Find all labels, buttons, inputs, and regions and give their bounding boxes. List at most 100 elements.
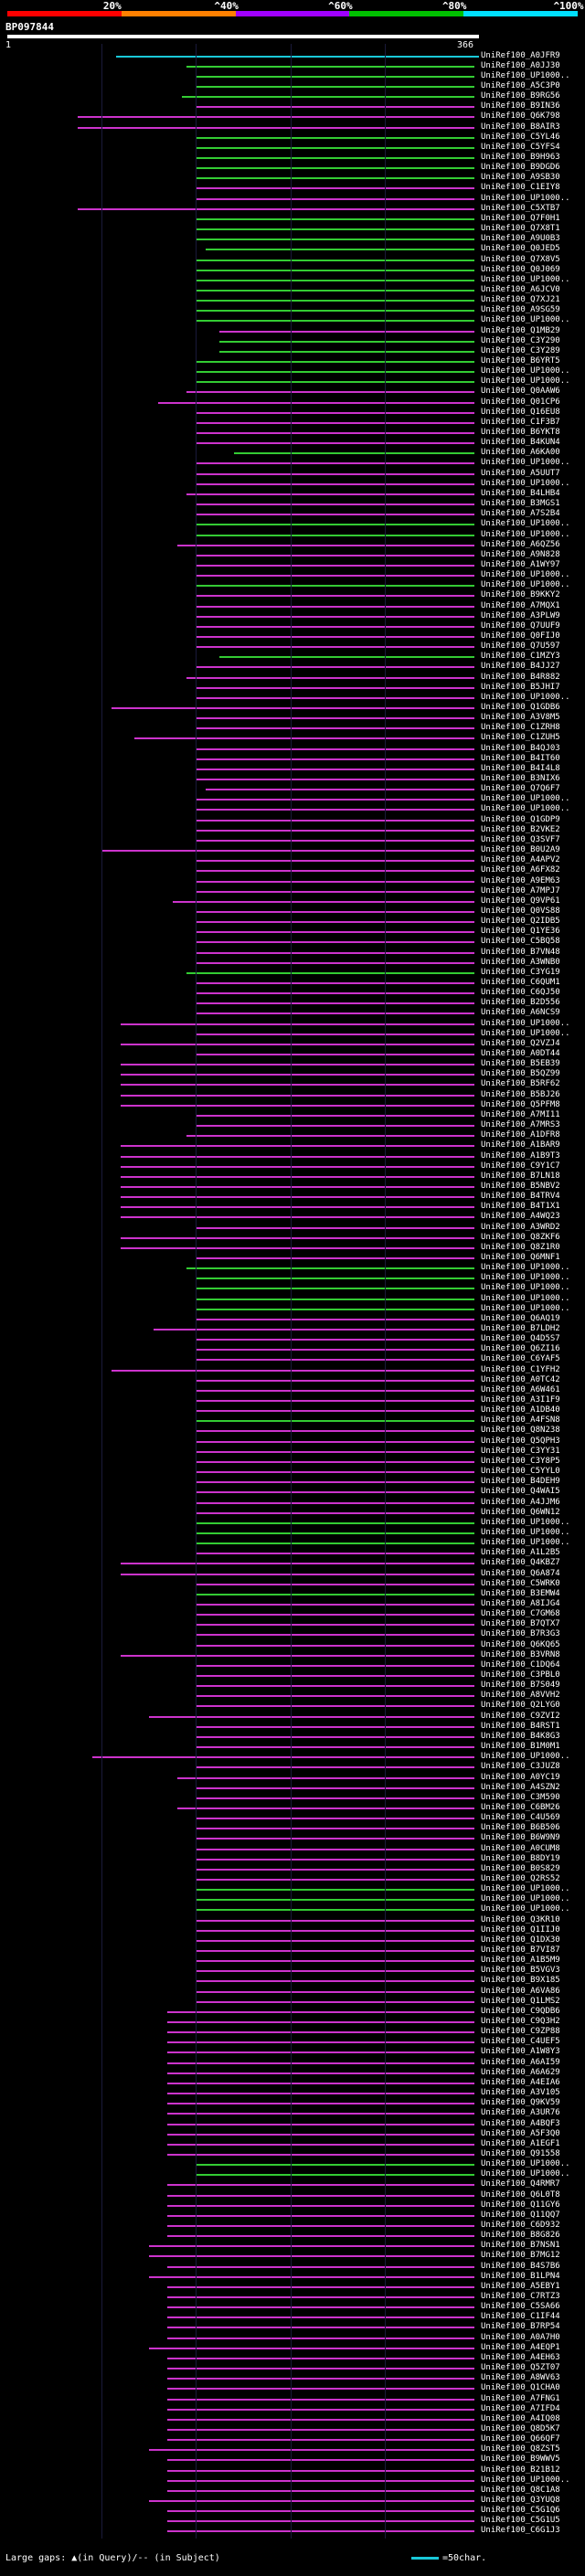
hit-label[interactable]: UniRef100_Q8Z1R0 bbox=[481, 1242, 560, 1252]
hit-label[interactable]: UniRef100_C5G1U5 bbox=[481, 2516, 560, 2526]
hit-label[interactable]: UniRef100_B2VKE2 bbox=[481, 824, 560, 834]
hit-label[interactable]: UniRef100_Q1IIJ0 bbox=[481, 1924, 560, 1935]
hit-label[interactable]: UniRef100_UP1000.. bbox=[481, 1517, 570, 1527]
hit-alignment-bar[interactable] bbox=[196, 1389, 474, 1392]
hit-alignment-bar[interactable] bbox=[196, 371, 474, 374]
hit-label[interactable]: UniRef100_C6G1J3 bbox=[481, 2526, 560, 2536]
hit-label[interactable]: UniRef100_C7RTZ3 bbox=[481, 2292, 560, 2302]
hit-label[interactable]: UniRef100_Q4KBZ7 bbox=[481, 1558, 560, 1568]
hit-label[interactable]: UniRef100_B4DEH9 bbox=[481, 1477, 560, 1487]
hit-alignment-bar[interactable] bbox=[196, 1735, 474, 1738]
hit-label[interactable]: UniRef100_UP1000.. bbox=[481, 692, 570, 702]
hit-alignment-bar[interactable] bbox=[172, 900, 474, 903]
hit-alignment-bar[interactable] bbox=[186, 65, 474, 68]
hit-alignment-bar[interactable] bbox=[196, 462, 474, 465]
hit-label[interactable]: UniRef100_A6QZ56 bbox=[481, 539, 560, 549]
hit-label[interactable]: UniRef100_A0JFR9 bbox=[481, 50, 560, 60]
hit-label[interactable]: UniRef100_B3EMW4 bbox=[481, 1588, 560, 1598]
hit-alignment-bar[interactable] bbox=[134, 737, 474, 740]
hit-alignment-bar[interactable] bbox=[120, 1155, 474, 1158]
hit-alignment-bar[interactable] bbox=[120, 1246, 474, 1249]
hit-label[interactable]: UniRef100_A3WNB0 bbox=[481, 957, 560, 967]
hit-alignment-bar[interactable] bbox=[196, 941, 474, 944]
hit-label[interactable]: UniRef100_Q6K798 bbox=[481, 111, 560, 122]
hit-label[interactable]: UniRef100_A8IJG4 bbox=[481, 1599, 560, 1608]
hit-alignment-bar[interactable] bbox=[196, 1675, 474, 1678]
hit-alignment-bar[interactable] bbox=[196, 217, 474, 220]
hit-label[interactable]: UniRef100_A0YC19 bbox=[481, 1772, 560, 1782]
hit-alignment-bar[interactable] bbox=[196, 106, 474, 109]
hit-label[interactable]: UniRef100_Q1MB29 bbox=[481, 325, 560, 335]
hit-alignment-bar[interactable] bbox=[196, 1012, 474, 1015]
hit-alignment-bar[interactable] bbox=[167, 2469, 474, 2472]
hit-label[interactable]: UniRef100_Q7F0H1 bbox=[481, 213, 560, 223]
hit-alignment-bar[interactable] bbox=[196, 1909, 474, 1912]
hit-label[interactable]: UniRef100_UP1000.. bbox=[481, 1904, 570, 1914]
hit-label[interactable]: UniRef100_A4APV2 bbox=[481, 855, 560, 865]
hit-alignment-bar[interactable] bbox=[196, 961, 474, 964]
hit-label[interactable]: UniRef100_A3WRD2 bbox=[481, 1222, 560, 1232]
hit-label[interactable]: UniRef100_C5XTB7 bbox=[481, 203, 560, 213]
hit-label[interactable]: UniRef100_UP1000.. bbox=[481, 2475, 570, 2485]
hit-label[interactable]: UniRef100_A1WY97 bbox=[481, 559, 560, 569]
hit-alignment-bar[interactable] bbox=[196, 1644, 474, 1647]
hit-alignment-bar[interactable] bbox=[219, 656, 474, 659]
hit-label[interactable]: UniRef100_UP1000.. bbox=[481, 274, 570, 284]
hit-label[interactable]: UniRef100_UP1000.. bbox=[481, 1884, 570, 1894]
hit-label[interactable]: UniRef100_A4JJM6 bbox=[481, 1497, 560, 1507]
hit-alignment-bar[interactable] bbox=[186, 676, 474, 679]
hit-label[interactable]: UniRef100_UP1000.. bbox=[481, 1273, 570, 1283]
hit-alignment-bar[interactable] bbox=[120, 1196, 474, 1199]
hit-label[interactable]: UniRef100_UP1000.. bbox=[481, 1293, 570, 1303]
hit-label[interactable]: UniRef100_A9EM63 bbox=[481, 875, 560, 885]
hit-alignment-bar[interactable] bbox=[196, 442, 474, 445]
hit-label[interactable]: UniRef100_UP1000.. bbox=[481, 70, 570, 80]
hit-alignment-bar[interactable] bbox=[158, 401, 474, 404]
hit-label[interactable]: UniRef100_UP1000.. bbox=[481, 1283, 570, 1293]
hit-alignment-bar[interactable] bbox=[205, 249, 474, 251]
hit-alignment-bar[interactable] bbox=[196, 799, 474, 801]
hit-label[interactable]: UniRef100_Q91558 bbox=[481, 2148, 560, 2158]
hit-label[interactable]: UniRef100_B4R882 bbox=[481, 672, 560, 682]
hit-label[interactable]: UniRef100_Q1CHA0 bbox=[481, 2383, 560, 2393]
hit-label[interactable]: UniRef100_UP1000.. bbox=[481, 2159, 570, 2169]
hit-label[interactable]: UniRef100_A1DB40 bbox=[481, 1405, 560, 1415]
hit-label[interactable]: UniRef100_B4RST1 bbox=[481, 1721, 560, 1731]
hit-label[interactable]: UniRef100_B7R3G3 bbox=[481, 1629, 560, 1639]
hit-label[interactable]: UniRef100_B4S7B6 bbox=[481, 2261, 560, 2271]
hit-alignment-bar[interactable] bbox=[196, 890, 474, 893]
hit-label[interactable]: UniRef100_UP1000.. bbox=[481, 315, 570, 325]
hit-alignment-bar[interactable] bbox=[196, 910, 474, 913]
hit-alignment-bar[interactable] bbox=[196, 482, 474, 485]
hit-label[interactable]: UniRef100_B7MG12 bbox=[481, 2251, 560, 2261]
hit-label[interactable]: UniRef100_B4JJ27 bbox=[481, 662, 560, 672]
hit-label[interactable]: UniRef100_C3YG19 bbox=[481, 967, 560, 977]
hit-alignment-bar[interactable] bbox=[181, 96, 474, 99]
hit-alignment-bar[interactable] bbox=[167, 2316, 474, 2319]
hit-label[interactable]: UniRef100_Q16EU8 bbox=[481, 407, 560, 417]
hit-label[interactable]: UniRef100_A4EH63 bbox=[481, 2352, 560, 2362]
hit-label[interactable]: UniRef100_C3PBL0 bbox=[481, 1670, 560, 1680]
hit-alignment-bar[interactable] bbox=[196, 187, 474, 190]
hit-label[interactable]: UniRef100_B9DGD6 bbox=[481, 163, 560, 173]
hit-label[interactable]: UniRef100_UP1000.. bbox=[481, 458, 570, 468]
hit-alignment-bar[interactable] bbox=[120, 1094, 474, 1097]
hit-alignment-bar[interactable] bbox=[196, 829, 474, 832]
hit-alignment-bar[interactable] bbox=[120, 1206, 474, 1209]
hit-label[interactable]: UniRef100_C5BQ58 bbox=[481, 937, 560, 947]
hit-alignment-bar[interactable] bbox=[167, 2479, 474, 2482]
hit-alignment-bar[interactable] bbox=[176, 544, 474, 546]
hit-label[interactable]: UniRef100_B4I4L8 bbox=[481, 763, 560, 773]
hit-label[interactable]: UniRef100_C6BM26 bbox=[481, 1802, 560, 1812]
hit-alignment-bar[interactable] bbox=[148, 2499, 474, 2502]
hit-alignment-bar[interactable] bbox=[196, 1349, 474, 1352]
hit-alignment-bar[interactable] bbox=[196, 1939, 474, 1942]
hit-alignment-bar[interactable] bbox=[196, 1797, 474, 1799]
hit-alignment-bar[interactable] bbox=[196, 605, 474, 608]
hit-alignment-bar[interactable] bbox=[167, 2439, 474, 2442]
hit-alignment-bar[interactable] bbox=[196, 1990, 474, 1993]
hit-alignment-bar[interactable] bbox=[167, 2368, 474, 2370]
hit-label[interactable]: UniRef100_UP1000.. bbox=[481, 478, 570, 488]
hit-label[interactable]: UniRef100_Q1GDP9 bbox=[481, 814, 560, 824]
hit-label[interactable]: UniRef100_A4EQP1 bbox=[481, 2342, 560, 2352]
